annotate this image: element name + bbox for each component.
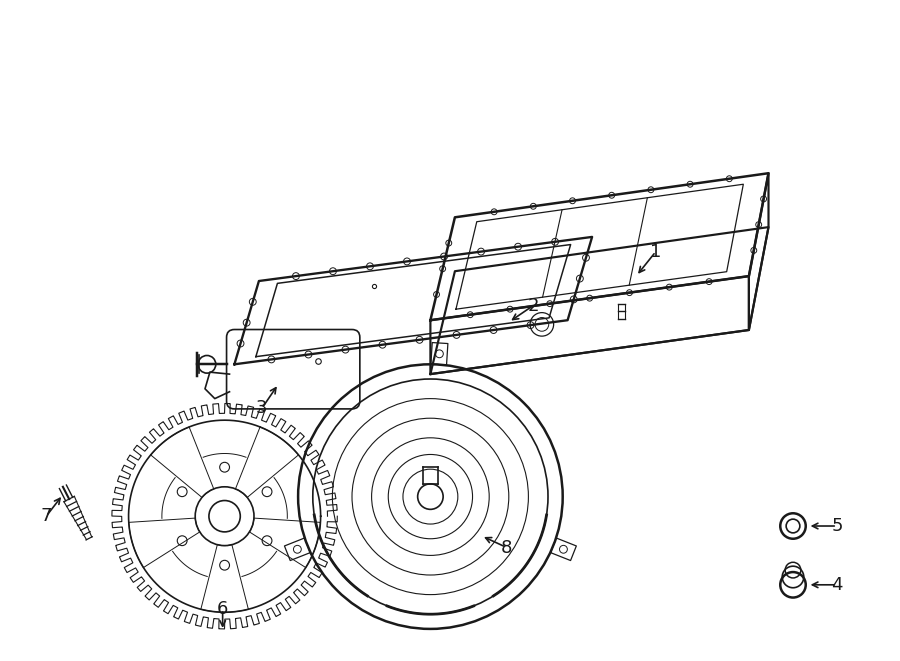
Text: 7: 7: [40, 507, 52, 525]
Text: 4: 4: [832, 576, 842, 594]
Text: 3: 3: [256, 399, 267, 417]
Text: 2: 2: [527, 297, 539, 315]
Text: 6: 6: [217, 600, 229, 618]
Text: 5: 5: [832, 517, 842, 535]
Text: 8: 8: [501, 539, 512, 557]
Text: 1: 1: [650, 243, 662, 260]
